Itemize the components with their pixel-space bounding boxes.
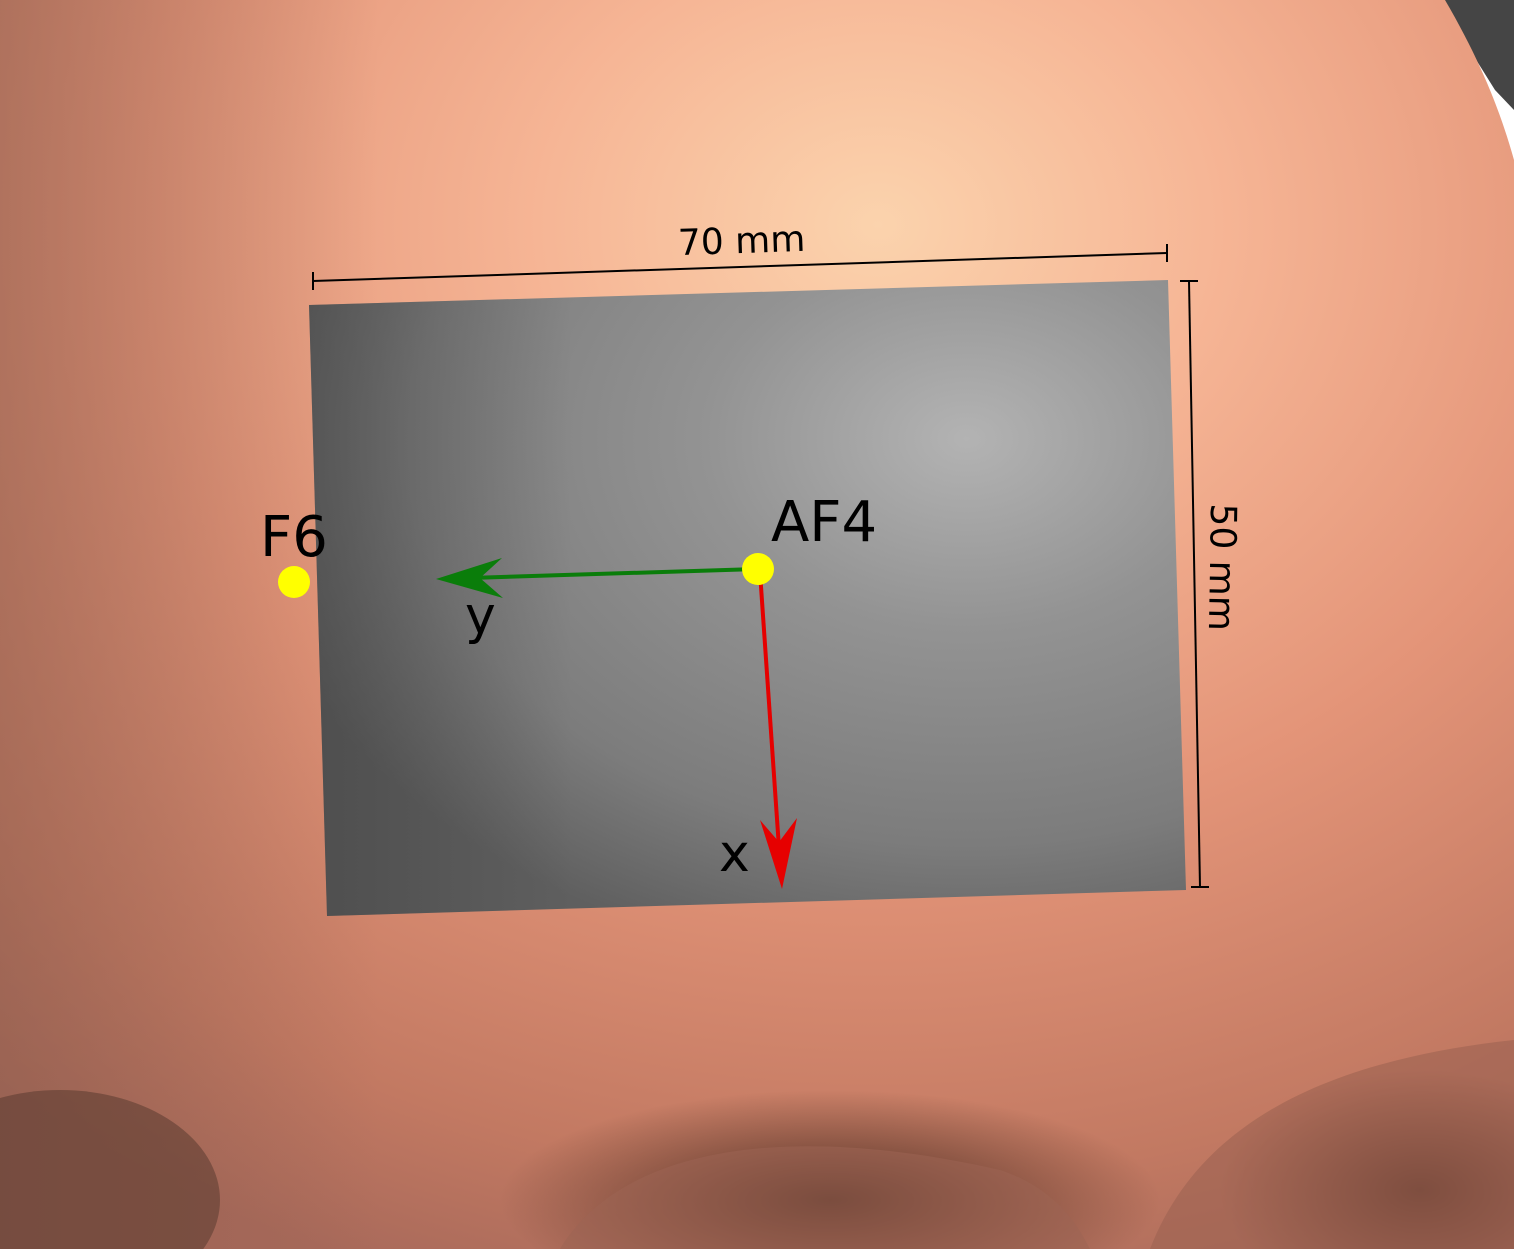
electrode-af4-marker: [742, 553, 774, 585]
y-axis-arrow: [436, 558, 758, 598]
y-axis-label: y: [465, 586, 496, 646]
cheek-shadow: [0, 1090, 220, 1249]
height-dimension: [1180, 280, 1209, 888]
measurement-patch: [309, 280, 1186, 916]
width-dimension: [312, 244, 1168, 290]
brow-ridge-shadow: [1150, 1040, 1514, 1249]
electrode-af4-label: AF4: [771, 490, 877, 555]
width-label: 70 mm: [677, 219, 806, 264]
electrode-f6-marker: [278, 566, 310, 598]
brow-ridge-left: [560, 1146, 1090, 1249]
electrode-f6-label: F6: [260, 505, 328, 570]
height-label: 50 mm: [1200, 503, 1243, 631]
x-axis-label: x: [719, 824, 750, 884]
x-axis-arrow: [758, 571, 797, 889]
